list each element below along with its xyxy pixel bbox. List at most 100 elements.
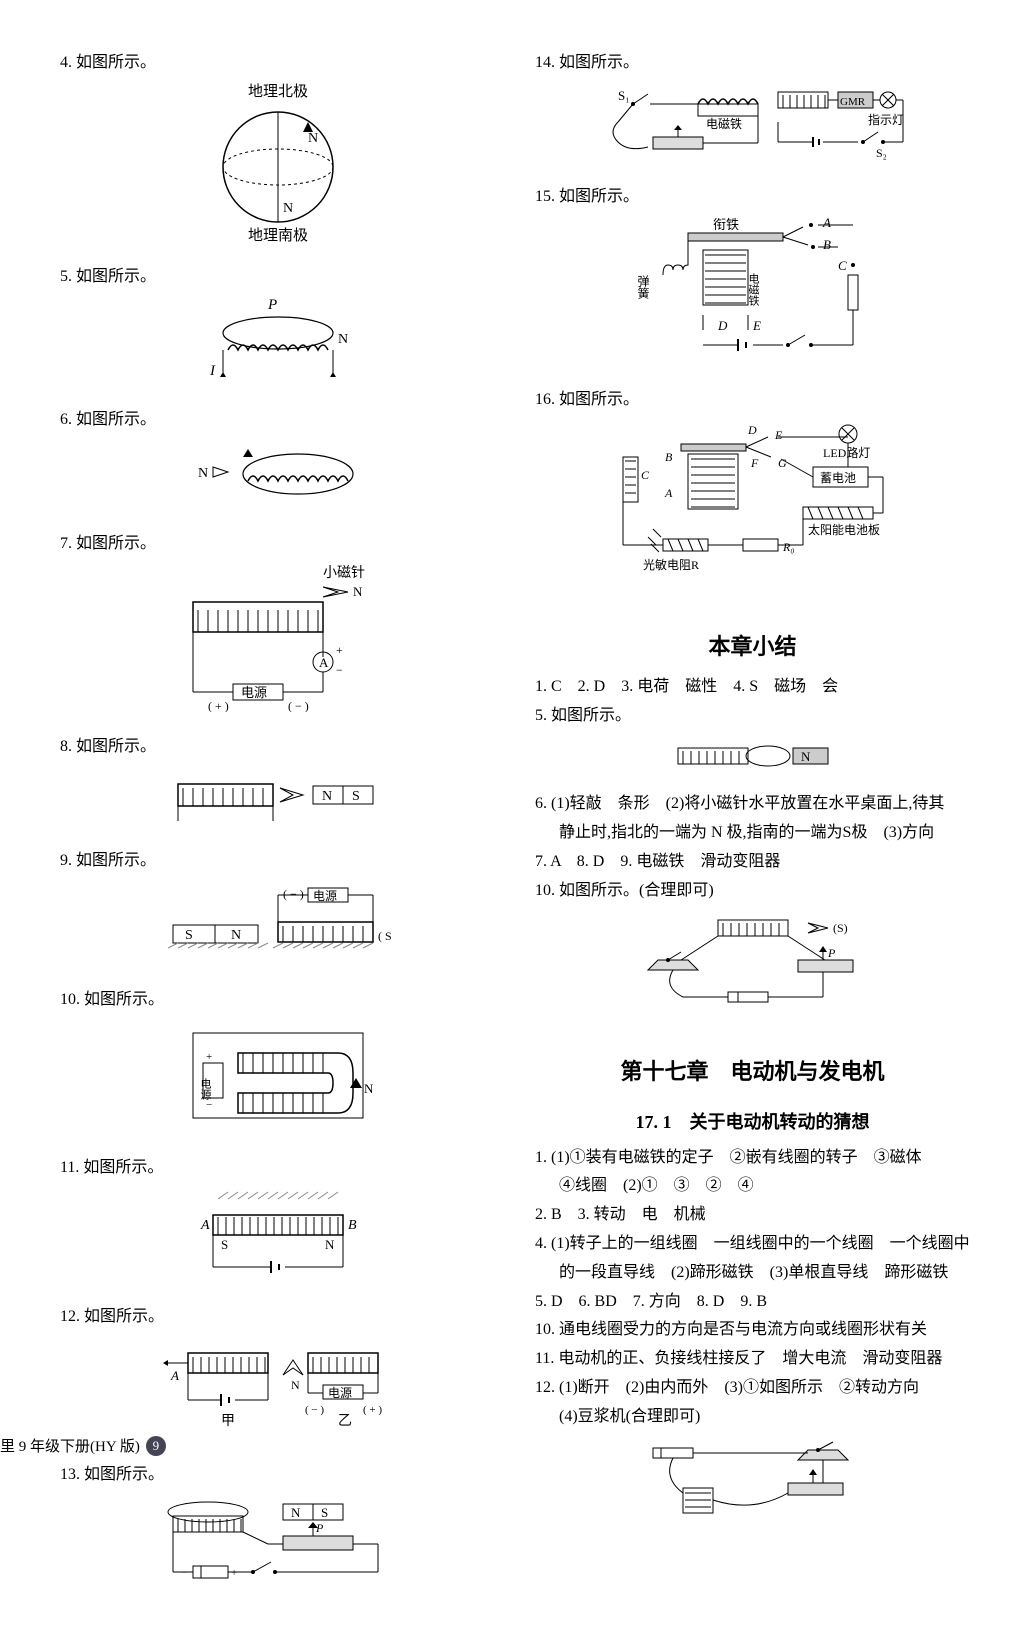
svg-text:电源: 电源 bbox=[199, 1078, 212, 1101]
svg-text:N: N bbox=[291, 1505, 301, 1520]
svg-text:−: − bbox=[206, 1099, 212, 1111]
svg-text:电源: 电源 bbox=[241, 685, 267, 700]
ch17-l12a: 12. (1)断开 (2)由内而外 (3)①如图所示 ②转动方向 bbox=[535, 1374, 970, 1403]
svg-text:E: E bbox=[774, 428, 783, 442]
q5-label: 5. 如图所示。 bbox=[60, 264, 495, 290]
svg-text:N: N bbox=[198, 466, 208, 481]
svg-text:弹簧: 弹簧 bbox=[636, 275, 650, 299]
q7-label: 7. 如图所示。 bbox=[60, 531, 495, 557]
summary-l6a: 6. (1)轻敲 条形 (2)将小磁针水平放置在水平桌面上,待其 bbox=[535, 790, 970, 819]
q11: 11. 如图所示。 A B S N bbox=[60, 1155, 495, 1296]
q15-diagram: 衔铁 弹簧 电磁铁 A B C bbox=[535, 215, 970, 365]
svg-text:电磁铁: 电磁铁 bbox=[706, 116, 742, 131]
summary-l7: 7. A 8. D 9. 电磁铁 滑动变阻器 bbox=[535, 848, 970, 877]
svg-text:A: A bbox=[664, 486, 673, 500]
svg-text:S: S bbox=[321, 1505, 328, 1520]
north-pole-label: 地理北极 bbox=[247, 83, 307, 100]
svg-text:( − ): ( − ) bbox=[288, 699, 309, 712]
south-pole-label: 地理南极 bbox=[247, 227, 307, 242]
summary-l5: 5. 如图所示。 bbox=[535, 702, 970, 731]
q5-diagram: P N I bbox=[60, 295, 495, 385]
svg-text:光敏电阻R: 光敏电阻R bbox=[643, 557, 699, 572]
svg-text:指示灯: 指示灯 bbox=[868, 112, 904, 127]
svg-text:C: C bbox=[838, 258, 847, 273]
svg-text:乙: 乙 bbox=[338, 1413, 352, 1429]
q14-diagram: S₁ 电磁铁 GMR bbox=[535, 82, 970, 162]
svg-text:R₀: R₀ bbox=[782, 540, 795, 554]
q5: 5. 如图所示。 P N I bbox=[60, 264, 495, 400]
svg-text:N: N bbox=[322, 789, 332, 804]
svg-text:A: A bbox=[170, 1368, 179, 1383]
ch17-fig12 bbox=[535, 1438, 970, 1538]
q4-diagram: 地理北极 N N 地理南极 bbox=[60, 82, 495, 242]
q12: 12. 如图所示。 A 甲 N bbox=[60, 1304, 495, 1455]
q4: 4. 如图所示。 地理北极 N N 地理南极 bbox=[60, 50, 495, 256]
svg-text:N: N bbox=[338, 332, 348, 347]
svg-text:N: N bbox=[364, 1081, 374, 1096]
q16-label: 16. 如图所示。 bbox=[535, 387, 970, 413]
q9-label: 9. 如图所示。 bbox=[60, 848, 495, 874]
q12-label: 12. 如图所示。 bbox=[60, 1304, 495, 1330]
q10-label: 10. 如图所示。 bbox=[60, 987, 495, 1013]
q12-diagram: A 甲 N 电源 bbox=[60, 1335, 495, 1440]
svg-text:电源: 电源 bbox=[313, 889, 337, 903]
q6-label: 6. 如图所示。 bbox=[60, 407, 495, 433]
svg-text:电磁铁: 电磁铁 bbox=[747, 273, 760, 306]
svg-text:( + ): ( + ) bbox=[363, 1404, 382, 1416]
left-column: 4. 如图所示。 地理北极 N N 地理南极 5. 如图所示。 P bbox=[60, 50, 495, 1616]
q15-label: 15. 如图所示。 bbox=[535, 184, 970, 210]
svg-text:+: + bbox=[336, 643, 343, 657]
summary-fig10: (S) P bbox=[535, 912, 970, 1022]
svg-text:( − ): ( − ) bbox=[283, 887, 304, 901]
ch17-l4a: 4. (1)转子上的一组线圈 一组线圈中的一个线圈 一个线圈中 bbox=[535, 1230, 970, 1259]
summary-l1: 1. C 2. D 3. 电荷 磁性 4. S 磁场 会 bbox=[535, 673, 970, 702]
ch17-l2: 2. B 3. 转动 电 机械 bbox=[535, 1201, 970, 1230]
summary-l10: 10. 如图所示。(合理即可) bbox=[535, 877, 970, 906]
svg-text:GMR: GMR bbox=[840, 96, 866, 108]
q7-diagram: 小磁针 N A + − 电源 ( + ) bbox=[60, 562, 495, 712]
svg-text:A: A bbox=[200, 1218, 210, 1233]
svg-text:N: N bbox=[231, 928, 241, 943]
svg-text:太阳能电池板: 太阳能电池板 bbox=[808, 522, 880, 537]
svg-text:S: S bbox=[185, 928, 193, 943]
q14-label: 14. 如图所示。 bbox=[535, 50, 970, 76]
svg-text:D: D bbox=[717, 318, 728, 333]
q14: 14. 如图所示。 S₁ 电磁铁 bbox=[535, 50, 970, 176]
svg-text:F: F bbox=[750, 456, 759, 470]
svg-text:−: − bbox=[181, 1567, 187, 1579]
summary-fig5: N bbox=[535, 736, 970, 776]
svg-text:S₁: S₁ bbox=[618, 88, 630, 103]
svg-text:N: N bbox=[801, 749, 811, 764]
n-top: N bbox=[308, 131, 318, 146]
svg-text:B: B bbox=[823, 237, 831, 252]
svg-text:I: I bbox=[209, 363, 216, 379]
q4-label: 4. 如图所示。 bbox=[60, 50, 495, 76]
q6: 6. 如图所示。 N bbox=[60, 407, 495, 523]
ch17-l10: 10. 通电线圈受力的方向是否与电流方向或线圈形状有关 bbox=[535, 1316, 970, 1345]
svg-text:LED路灯: LED路灯 bbox=[823, 445, 870, 460]
q13-diagram: N S P − bbox=[60, 1494, 495, 1594]
q10-diagram: 电源 + − N bbox=[60, 1018, 495, 1133]
footer-text: 里 9 年级下册(HY 版) bbox=[0, 1435, 140, 1456]
q10: 10. 如图所示。 电源 + − N bbox=[60, 987, 495, 1148]
svg-text:蓄电池: 蓄电池 bbox=[820, 471, 856, 485]
svg-text:( S ): ( S ) bbox=[378, 929, 393, 943]
ch17-l11: 11. 电动机的正、负接线柱接反了 增大电流 滑动变阻器 bbox=[535, 1345, 970, 1374]
q13-label: 13. 如图所示。 bbox=[60, 1462, 495, 1488]
q15: 15. 如图所示。 衔铁 弹簧 电磁铁 A B bbox=[535, 184, 970, 380]
svg-text:(S): (S) bbox=[833, 921, 848, 935]
svg-text:E: E bbox=[752, 318, 761, 333]
summary-title: 本章小结 bbox=[535, 629, 970, 661]
q8-diagram: N S bbox=[60, 766, 495, 826]
svg-text:G: G bbox=[778, 456, 787, 470]
svg-text:P: P bbox=[827, 946, 836, 960]
svg-text:P: P bbox=[267, 297, 277, 313]
svg-text:B: B bbox=[665, 450, 673, 464]
right-column: 14. 如图所示。 S₁ 电磁铁 bbox=[535, 50, 970, 1616]
svg-text:+: + bbox=[206, 1051, 212, 1063]
ch17-title: 第十七章 电动机与发电机 bbox=[535, 1054, 970, 1086]
svg-text:( − ): ( − ) bbox=[305, 1404, 324, 1416]
q6-diagram: N bbox=[60, 439, 495, 509]
q9: 9. 如图所示。 S N 电源 ( − ) bbox=[60, 848, 495, 979]
svg-text:S: S bbox=[221, 1237, 228, 1252]
